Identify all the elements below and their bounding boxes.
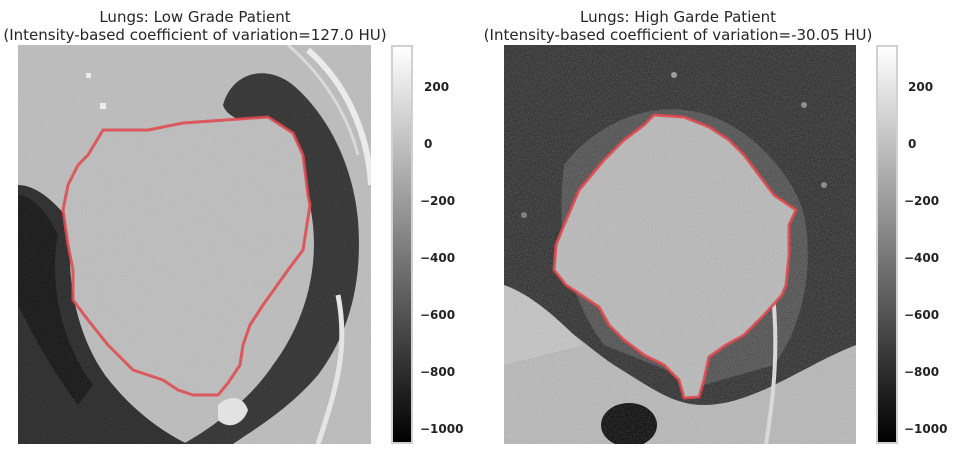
colorbar-tick-label: 0 — [908, 136, 917, 151]
colorbar-tick-label: −400 — [904, 250, 940, 265]
panel-title: Lungs: High Garde Patient (Intensity-bas… — [478, 8, 878, 44]
colorbar-tick-label: −600 — [904, 307, 940, 322]
colorbar-tick-label: 200 — [908, 79, 934, 94]
colorbar-right — [876, 45, 898, 444]
colorbar-tick-label: −200 — [420, 193, 456, 208]
title-line-2: (Intensity-based coefficient of variatio… — [3, 26, 387, 44]
colorbar-tick-label: −1000 — [420, 421, 464, 436]
colorbar-tick-label: −1000 — [904, 421, 948, 436]
panel-title: Lungs: Low Grade Patient (Intensity-base… — [0, 8, 390, 44]
colorbar-tick-label: −400 — [420, 250, 456, 265]
colorbar-tick-label: −800 — [904, 364, 940, 379]
ct-scan-svg — [504, 45, 856, 444]
colorbar-tick-label: −600 — [420, 307, 456, 322]
colorbar-tick-label: 0 — [424, 136, 433, 151]
ct-image-low-grade — [18, 45, 371, 444]
title-line-1: Lungs: Low Grade Patient — [99, 8, 291, 26]
ct-image-high-grade — [504, 45, 856, 444]
colorbar-tick-label: −200 — [904, 193, 940, 208]
colorbar-tick-label: −800 — [420, 364, 456, 379]
tumor-contour — [61, 115, 312, 397]
panel-low-grade: Lungs: Low Grade Patient (Intensity-base… — [0, 8, 464, 444]
panel-high-grade: Lungs: High Garde Patient (Intensity-bas… — [478, 0, 956, 459]
ct-scan-svg — [18, 45, 371, 444]
colorbar-tick-label: 200 — [424, 79, 450, 94]
title-line-2: (Intensity-based coefficient of variatio… — [483, 26, 873, 44]
title-line-1: Lungs: High Garde Patient — [580, 8, 776, 26]
tumor-contour — [552, 113, 798, 400]
colorbar-left — [391, 45, 413, 444]
